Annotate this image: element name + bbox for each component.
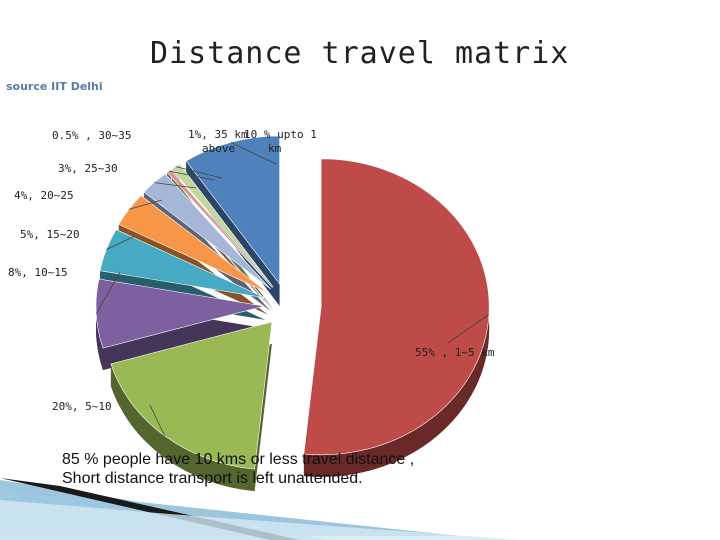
slice-label-6: 0.5% , 30~35: [52, 129, 131, 142]
chart-title: Distance travel matrix: [150, 36, 570, 71]
caption-line-2: Short distance transport is left unatten…: [62, 470, 363, 487]
leader-line-6: [168, 170, 215, 181]
source-note: source IIT Delhi: [6, 80, 103, 93]
caption-text: 85 % people have 10 kms or less travel d…: [62, 450, 532, 488]
decorative-swoosh: [0, 478, 520, 540]
slice-label-0: 55% , 1~5 km: [415, 346, 495, 359]
leader-line-5: [154, 182, 197, 189]
caption-line-1: 85 % people have 10 kms or less travel d…: [62, 451, 415, 468]
slice-label-5: 3%, 25~30: [58, 162, 118, 175]
leader-line-2: [95, 271, 121, 314]
slice-label-3: 5%, 15~20: [20, 228, 80, 241]
slice-label-7: 1%, 35 km above: [188, 128, 248, 155]
slice-label-4: 4%, 20~25: [14, 189, 74, 202]
slice-label-2: 8%, 10~15: [8, 266, 68, 279]
slice-label-8: 10 % upto 1 km: [244, 128, 317, 155]
leader-line-8: [230, 141, 277, 165]
leader-line-3: [106, 235, 136, 250]
pie-top-layer: [95, 135, 490, 470]
slice-labels: 55% , 1~5 km 20%, 5~10 8%, 10~15 5%, 15~20 4…: [8, 128, 495, 413]
slice-label-1: 20%, 5~10: [52, 400, 112, 413]
leader-line-1: [149, 404, 165, 436]
leader-line-7: [175, 166, 223, 179]
slice-4: [118, 195, 268, 293]
leader-line-0: [447, 314, 490, 344]
leader-lines: [95, 141, 490, 436]
leader-line-4: [128, 199, 163, 210]
slice-5: [143, 173, 271, 290]
slice-0: [303, 158, 490, 456]
